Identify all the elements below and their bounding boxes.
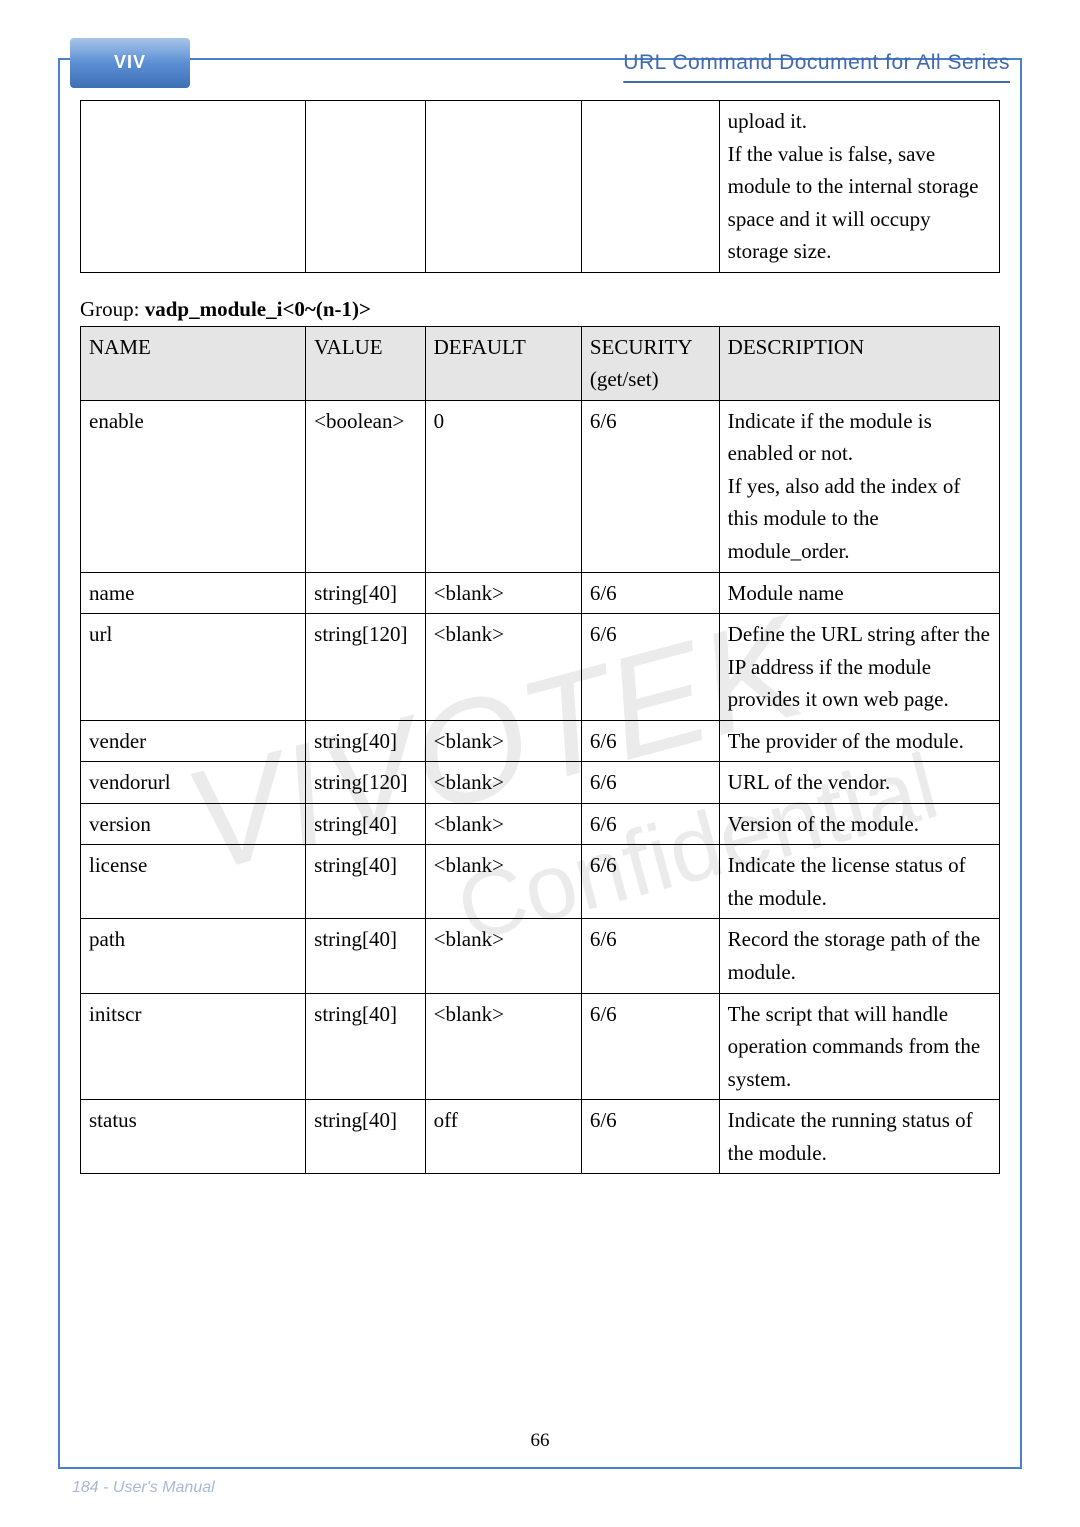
cell: initscr	[81, 993, 306, 1100]
col-value: VALUE	[306, 326, 425, 400]
table-row: namestring[40]<blank>6/6Module name	[81, 572, 1000, 614]
cell	[306, 101, 425, 273]
cell: <blank>	[425, 803, 581, 845]
cell: string[40]	[306, 572, 425, 614]
params-table: NAME VALUE DEFAULT SECURITY(get/set) DES…	[80, 326, 1000, 1175]
cell: 6/6	[581, 720, 719, 762]
col-name: NAME	[81, 326, 306, 400]
cell: 6/6	[581, 993, 719, 1100]
cell: string[40]	[306, 1100, 425, 1174]
logo-text: VIV	[114, 52, 146, 73]
cell: enable	[81, 400, 306, 572]
cell: 6/6	[581, 919, 719, 993]
table-row: urlstring[120]<blank>6/6Define the URL s…	[81, 614, 1000, 721]
cell: string[40]	[306, 720, 425, 762]
cell: path	[81, 919, 306, 993]
cell: off	[425, 1100, 581, 1174]
cell: Record the storage path of the module.	[719, 919, 999, 993]
cell: string[40]	[306, 845, 425, 919]
cell: Indicate the license status of the modul…	[719, 845, 999, 919]
cell: name	[81, 572, 306, 614]
content: upload it.If the value is false, save mo…	[80, 100, 1000, 1174]
header: VIV URL Command Document for All Series	[70, 35, 1010, 90]
cell: Indicate the running status of the modul…	[719, 1100, 999, 1174]
cell: <blank>	[425, 993, 581, 1100]
table-row: enable<boolean>06/6Indicate if the modul…	[81, 400, 1000, 572]
cell: The script that will handle operation co…	[719, 993, 999, 1100]
footer-left: 184 - User's Manual	[72, 1479, 215, 1497]
table-row: initscrstring[40]<blank>6/6The script th…	[81, 993, 1000, 1100]
cell: string[120]	[306, 762, 425, 804]
cell: <blank>	[425, 919, 581, 993]
cell: URL of the vendor.	[719, 762, 999, 804]
table-row: statusstring[40]off6/6Indicate the runni…	[81, 1100, 1000, 1174]
col-default: DEFAULT	[425, 326, 581, 400]
table-row: licensestring[40]<blank>6/6Indicate the …	[81, 845, 1000, 919]
cell	[581, 101, 719, 273]
cell: license	[81, 845, 306, 919]
cell: <boolean>	[306, 400, 425, 572]
cell	[81, 101, 306, 273]
cell: 0	[425, 400, 581, 572]
cell: url	[81, 614, 306, 721]
cell: 6/6	[581, 400, 719, 572]
continuation-table: upload it.If the value is false, save mo…	[80, 100, 1000, 273]
cell: 6/6	[581, 845, 719, 919]
cell: 6/6	[581, 572, 719, 614]
cell: The provider of the module.	[719, 720, 999, 762]
footer-page-number: 66	[0, 1430, 1080, 1452]
col-description: DESCRIPTION	[719, 326, 999, 400]
cell: <blank>	[425, 572, 581, 614]
cell: Define the URL string after the IP addre…	[719, 614, 999, 721]
cell: 6/6	[581, 1100, 719, 1174]
cell: 6/6	[581, 803, 719, 845]
table-row: pathstring[40]<blank>6/6Record the stora…	[81, 919, 1000, 993]
cell: 6/6	[581, 762, 719, 804]
group-label: Group: vadp_module_i<0~(n-1)>	[80, 297, 1000, 322]
cell: string[120]	[306, 614, 425, 721]
cell: upload it.If the value is false, save mo…	[719, 101, 999, 273]
group-prefix: Group:	[80, 297, 145, 321]
cell: <blank>	[425, 845, 581, 919]
group-name: vadp_module_i<0~(n-1)>	[145, 297, 371, 321]
cell	[425, 101, 581, 273]
cell: Version of the module.	[719, 803, 999, 845]
table-header-row: NAME VALUE DEFAULT SECURITY(get/set) DES…	[81, 326, 1000, 400]
table-row: versionstring[40]<blank>6/6Version of th…	[81, 803, 1000, 845]
cell: string[40]	[306, 803, 425, 845]
cell: vendorurl	[81, 762, 306, 804]
table-row: upload it.If the value is false, save mo…	[81, 101, 1000, 273]
cell: Indicate if the module is enabled or not…	[719, 400, 999, 572]
cell: <blank>	[425, 720, 581, 762]
cell: vender	[81, 720, 306, 762]
params-tbody: enable<boolean>06/6Indicate if the modul…	[81, 400, 1000, 1173]
cell: status	[81, 1100, 306, 1174]
logo: VIV	[70, 38, 190, 88]
col-security: SECURITY(get/set)	[581, 326, 719, 400]
cell: string[40]	[306, 993, 425, 1100]
table-row: vendorurlstring[120]<blank>6/6URL of the…	[81, 762, 1000, 804]
cell: version	[81, 803, 306, 845]
cell: <blank>	[425, 614, 581, 721]
cell: string[40]	[306, 919, 425, 993]
table-row: venderstring[40]<blank>6/6The provider o…	[81, 720, 1000, 762]
cell: 6/6	[581, 614, 719, 721]
cell: <blank>	[425, 762, 581, 804]
doc-title: URL Command Document for All Series	[623, 51, 1010, 75]
cell: Module name	[719, 572, 999, 614]
